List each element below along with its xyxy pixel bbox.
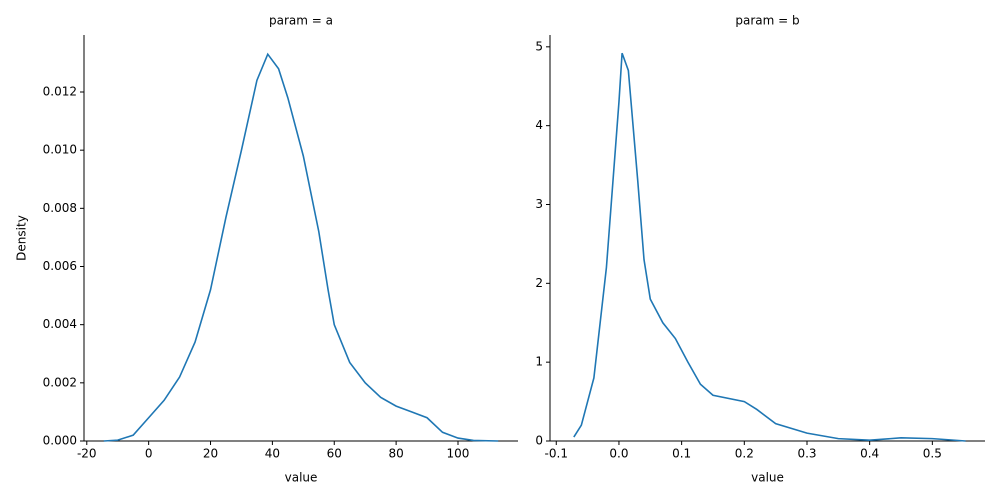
x-tick-label: 0.5 <box>923 447 942 461</box>
x-tick-label: 100 <box>447 447 470 461</box>
y-tick-label: 0.008 <box>43 201 77 215</box>
x-tick-label: 40 <box>265 447 280 461</box>
y-tick-label: 0 <box>535 434 543 448</box>
density-line <box>103 52 499 442</box>
x-tick-label: 0.0 <box>609 447 628 461</box>
x-tick-label: 0.3 <box>797 447 816 461</box>
x-tick-label: 20 <box>203 447 218 461</box>
y-tick-label: 0.010 <box>43 143 77 157</box>
y-tick-label: 0.002 <box>43 375 77 389</box>
y-tick-label: 1 <box>535 355 543 369</box>
x-tick-label: 60 <box>327 447 342 461</box>
x-tick-label: -20 <box>77 447 97 461</box>
density-line <box>573 52 966 442</box>
panel-title: param = a <box>269 14 333 28</box>
y-tick-label: 3 <box>535 197 543 211</box>
y-axis-label: Density <box>15 215 29 261</box>
x-tick-label: 0.4 <box>860 447 879 461</box>
y-tick-label: 0.004 <box>43 317 77 331</box>
panel-title: param = b <box>735 14 799 28</box>
x-tick-label: 80 <box>388 447 403 461</box>
x-tick-label: -0.1 <box>545 447 568 461</box>
x-tick-label: 0 <box>145 447 153 461</box>
x-axis-label: value <box>285 471 318 485</box>
y-tick-label: 0.006 <box>43 259 77 273</box>
x-tick-label: 0.2 <box>735 447 754 461</box>
y-tick-label: 0.000 <box>43 434 77 448</box>
y-tick-label: 2 <box>535 276 543 290</box>
y-tick-label: 4 <box>535 118 543 132</box>
y-tick-label: 5 <box>535 39 543 53</box>
x-axis-label: value <box>751 471 784 485</box>
x-tick-label: 0.1 <box>672 447 691 461</box>
y-tick-label: 0.012 <box>43 85 77 99</box>
